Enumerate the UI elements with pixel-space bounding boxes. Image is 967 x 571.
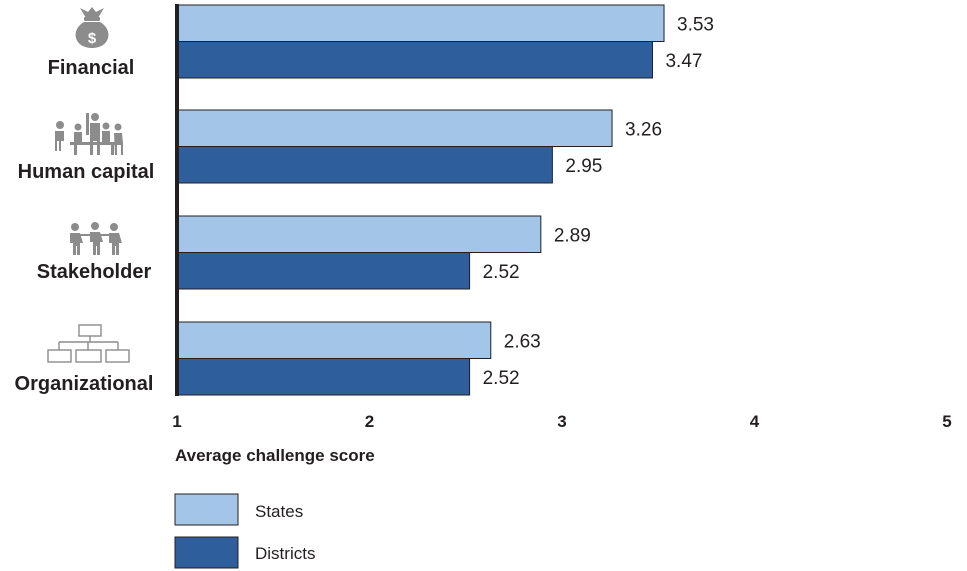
value-label-stakeholder-districts: 2.52 [483,262,520,283]
value-labels-layer: 3.53 3.47 3.26 2.95 2.89 2.52 2.63 2.52 [483,14,714,389]
value-label-organizational-districts: 2.52 [483,368,520,389]
x-tick-label-3: 3 [557,412,566,431]
bar-organizational-districts [176,358,471,396]
category-label-organizational: Organizational [15,373,154,395]
legend-label-states: States [255,502,303,521]
x-tick-label-5: 5 [942,412,951,431]
category-label-stakeholder: Stakeholder [37,261,152,283]
legend-swatch-states [174,493,239,526]
bar-stakeholder-districts [176,252,471,290]
bar-human-capital-districts [176,146,553,184]
value-label-human-capital-districts: 2.95 [565,156,602,177]
people-group-icon [70,222,122,255]
x-axis-title: Average challenge score [175,446,375,465]
bar-stakeholder-states [176,215,542,253]
legend: States Districts [174,493,315,569]
x-tick-label-4: 4 [750,412,760,431]
bar-financial-states [176,4,665,42]
bar-financial-districts [176,41,653,79]
value-label-financial-districts: 3.47 [665,51,702,72]
x-tick-label-1: 1 [172,412,181,431]
meeting-people-icon [55,113,123,155]
category-label-human-capital: Human capital [18,161,155,183]
value-label-human-capital-states: 3.26 [625,119,662,140]
legend-label-districts: Districts [255,544,315,563]
value-label-financial-states: 3.53 [677,14,714,35]
money-bag-icon: $ [75,7,109,48]
value-label-organizational-states: 2.63 [504,331,541,352]
x-axis-ticks: 1 2 3 4 5 [172,412,951,431]
bars-layer [176,4,665,396]
category-label-financial: Financial [48,57,135,79]
x-tick-label-2: 2 [365,412,374,431]
org-chart-icon [47,324,130,363]
value-label-stakeholder-states: 2.89 [554,225,591,246]
bar-human-capital-states [176,109,613,147]
bar-organizational-states [176,321,492,359]
y-axis-line [175,4,179,396]
svg-text:$: $ [88,30,97,47]
legend-swatch-districts [174,536,239,569]
